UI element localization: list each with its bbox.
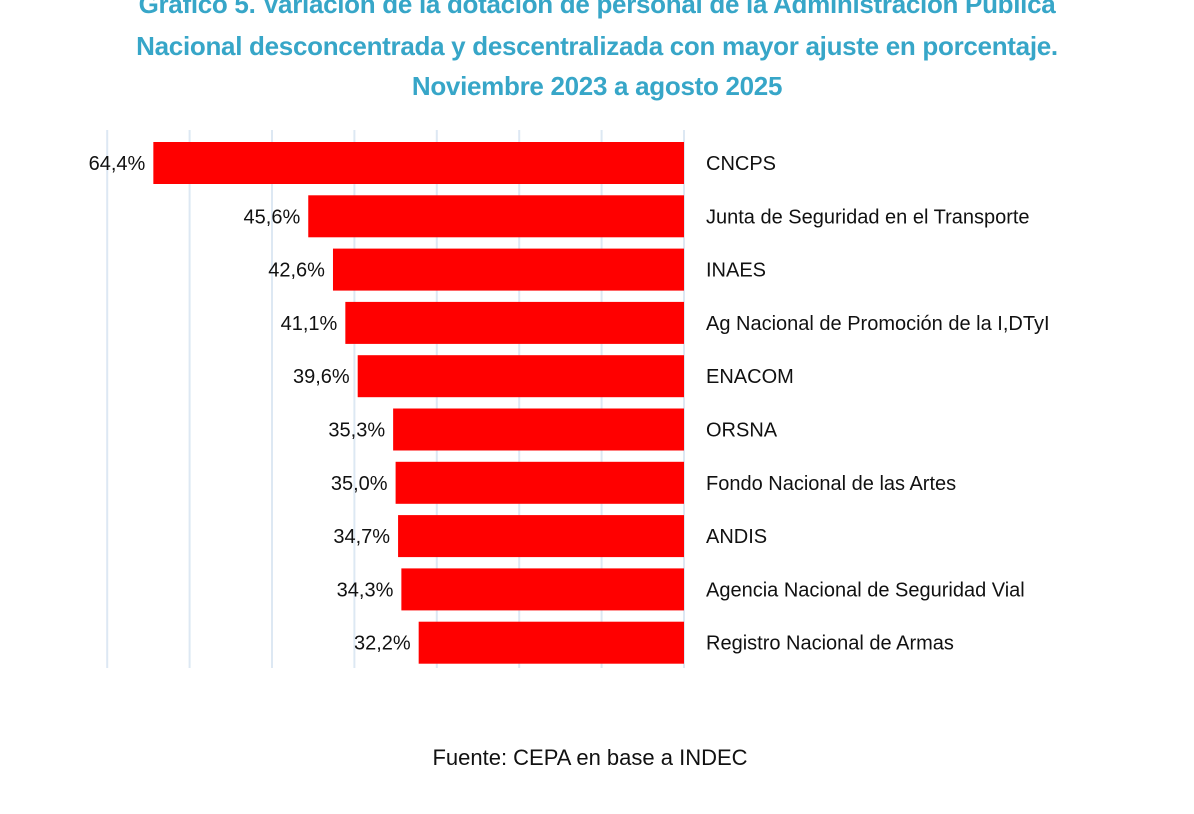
data-label: 39,6%	[293, 366, 350, 388]
data-label: 35,3%	[328, 420, 385, 442]
bar	[357, 355, 684, 398]
category-label: Registro Nacional de Armas	[706, 633, 954, 655]
category-label: ANDIS	[706, 526, 767, 548]
data-label: 41,1%	[281, 313, 338, 335]
category-label: ORSNA	[706, 420, 778, 442]
category-label: Junta de Seguridad en el Transporte	[706, 206, 1030, 228]
bar	[398, 515, 684, 558]
data-label: 42,6%	[268, 260, 325, 282]
bar	[153, 142, 684, 184]
category-label: Agencia Nacional de Seguridad Vial	[706, 579, 1025, 601]
data-label: 45,6%	[244, 206, 301, 228]
bar	[401, 568, 684, 611]
bar	[332, 248, 684, 291]
data-label: 64,4%	[89, 153, 146, 175]
bar	[395, 461, 684, 504]
data-label: 35,0%	[331, 473, 388, 495]
category-label: CNCPS	[706, 153, 776, 175]
bar	[393, 408, 684, 451]
category-label: Ag Nacional de Promoción de la I,DTyI	[706, 313, 1050, 335]
data-label: 32,2%	[354, 633, 411, 655]
title-line-3: Noviembre 2023 a agosto 2025	[411, 71, 783, 101]
category-label: Fondo Nacional de las Artes	[706, 473, 956, 495]
source-note: Fuente: CEPA en base a INDEC	[432, 745, 748, 770]
bar	[345, 301, 684, 344]
data-label: 34,7%	[333, 526, 390, 548]
title-line-1: Gráfico 5. Variación de la dotación de p…	[138, 0, 1056, 19]
category-label: ENACOM	[706, 366, 794, 388]
category-label: INAES	[706, 260, 766, 282]
title-line-2: Nacional desconcentrada y descentralizad…	[136, 31, 1058, 61]
bar	[418, 621, 684, 664]
data-label: 34,3%	[337, 579, 394, 601]
bar	[308, 195, 684, 238]
bar-chart: 64,4% CNCPS 45,6% Junta de Seguridad en el …	[89, 130, 1050, 668]
chart-title: Gráfico 5. Variación de la dotación de p…	[0, 0, 1194, 106]
